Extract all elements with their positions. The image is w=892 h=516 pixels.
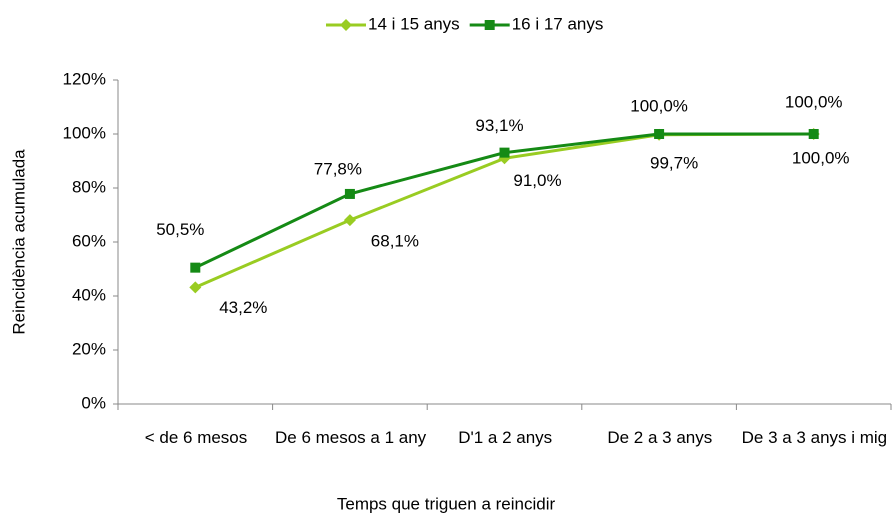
y-tick-label: 40% xyxy=(72,285,106,304)
data-label: 43,2% xyxy=(219,298,267,317)
marker xyxy=(808,129,819,139)
x-tick-label: De 2 a 3 anys xyxy=(607,428,713,447)
marker xyxy=(190,262,201,273)
x-axis-label: Temps que triguen a reincidir xyxy=(337,494,556,513)
legend-label: 14 i 15 anys xyxy=(368,14,460,33)
y-axis-label: Reincidència acumulada xyxy=(9,149,28,335)
x-tick-label: < de 6 mesos xyxy=(144,428,248,447)
data-label: 93,1% xyxy=(475,116,523,135)
data-label: 100,0% xyxy=(785,92,843,111)
marker xyxy=(344,188,355,199)
marker xyxy=(499,147,510,158)
data-label: 50,5% xyxy=(156,220,204,239)
marker xyxy=(654,129,665,139)
marker xyxy=(343,214,356,227)
data-label: 68,1% xyxy=(371,232,419,251)
data-label: 100,0% xyxy=(792,148,850,167)
marker xyxy=(189,281,202,294)
data-label: 77,8% xyxy=(314,159,362,178)
y-tick-label: 20% xyxy=(72,339,106,358)
data-label: 100,0% xyxy=(630,96,688,115)
legend-marker xyxy=(484,20,495,30)
legend-marker xyxy=(340,19,352,31)
data-label: 91,0% xyxy=(513,171,561,190)
y-tick-label: 120% xyxy=(63,69,106,88)
x-tick-label: De 6 mesos a 1 any xyxy=(274,428,427,447)
legend-label: 16 i 17 anys xyxy=(512,14,604,33)
x-tick-label: D'1 a 2 anys xyxy=(458,428,553,447)
data-label: 99,7% xyxy=(650,153,698,172)
y-tick-label: 60% xyxy=(72,231,106,250)
y-tick-label: 80% xyxy=(72,177,106,196)
y-tick-label: 100% xyxy=(63,123,106,142)
y-tick-label: 0% xyxy=(81,393,106,412)
x-tick-label: De 3 a 3 anys i mig xyxy=(741,428,888,447)
